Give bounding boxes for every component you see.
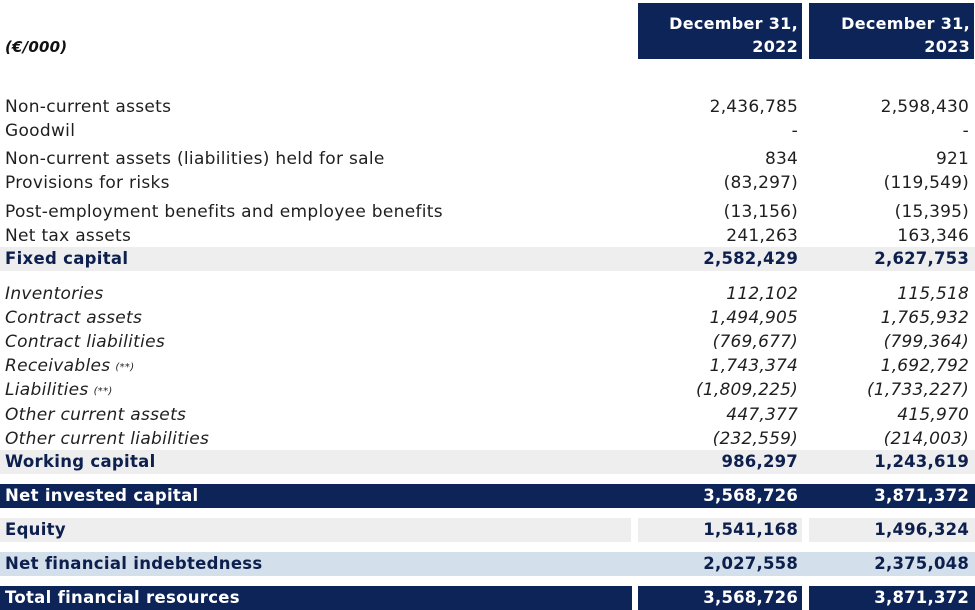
row-liabilities: Liabilities (**) (1,809,225) (1,733,227) [0, 378, 975, 402]
value-2022: 1,541,168 [703, 520, 798, 539]
row-label: Post-employment benefits and employee be… [5, 202, 443, 222]
row-label: Net tax assets [5, 226, 132, 246]
unit-label: (€/000) [5, 38, 68, 56]
row-label: Equity [5, 520, 66, 539]
row-label: Net financial indebtedness [5, 554, 263, 573]
value-2023: 1,496,324 [874, 520, 969, 539]
value-2023: 115,518 [897, 284, 969, 304]
row-total-financial-resources: Total financial resources 3,568,726 3,87… [0, 586, 975, 610]
value-2022: (232,559) [712, 429, 798, 449]
value-2023: 1,243,619 [874, 452, 969, 471]
row-label-text: Receivables [5, 356, 111, 376]
row-label: Total financial resources [5, 588, 240, 607]
row-net-tax-assets: Net tax assets 241,263 163,346 [0, 224, 975, 248]
value-2023: 3,871,372 [874, 486, 969, 505]
value-2022: 447,377 [726, 405, 798, 425]
row-label: Non-current assets (liabilities) held fo… [5, 149, 385, 169]
value-2022: 2,027,558 [703, 554, 798, 573]
value-2023: 1,692,792 [880, 356, 969, 376]
row-other-current-liabilities: Other current liabilities (232,559) (214… [0, 427, 975, 451]
row-net-invested-capital: Net invested capital 3,568,726 3,871,372 [0, 484, 975, 508]
value-2023: 2,375,048 [874, 554, 969, 573]
value-2022: (1,809,225) [696, 380, 798, 400]
row-band [0, 586, 632, 610]
row-label: Fixed capital [5, 249, 129, 268]
value-2022: 1,743,374 [709, 356, 798, 376]
row-band [809, 586, 975, 610]
value-2022: 241,263 [726, 226, 798, 246]
row-band [809, 518, 975, 542]
value-2022: 112,102 [726, 284, 798, 304]
row-band [638, 518, 802, 542]
value-2022: 2,436,785 [709, 97, 798, 117]
row-receivables: Receivables (**) 1,743,374 1,692,792 [0, 354, 975, 378]
value-2022: 1,494,905 [709, 308, 798, 328]
row-equity: Equity 1,541,168 1,496,324 [0, 518, 975, 542]
value-2023: - [962, 121, 969, 141]
row-held-for-sale: Non-current assets (liabilities) held fo… [0, 147, 975, 171]
value-2023: 1,765,932 [880, 308, 969, 328]
value-2023: 921 [935, 149, 969, 169]
row-band [0, 247, 975, 271]
value-2023: 3,871,372 [874, 588, 969, 607]
value-2022: 2,582,429 [703, 249, 798, 268]
value-2023: 2,598,430 [880, 97, 969, 117]
value-2023: 2,627,753 [874, 249, 969, 268]
value-2022: (769,677) [712, 332, 798, 352]
row-inventories: Inventories 112,102 115,518 [0, 282, 975, 306]
value-2023: (799,364) [883, 332, 969, 352]
footnote-marker: (**) [115, 362, 135, 373]
row-label: Contract liabilities [5, 332, 166, 352]
row-label: Contract assets [5, 308, 143, 328]
row-label: Other current assets [5, 405, 187, 425]
row-provisions-for-risks: Provisions for risks (83,297) (119,549) [0, 171, 975, 195]
row-label: Goodwil [5, 121, 76, 141]
value-2023: (119,549) [883, 173, 969, 193]
footnote-marker: (**) [93, 386, 113, 397]
row-non-current-assets: Non-current assets 2,436,785 2,598,430 [0, 95, 975, 119]
column-header-2023: December 31, 2023 [809, 3, 974, 59]
row-label: Other current liabilities [5, 429, 210, 449]
row-employee-benefits: Post-employment benefits and employee be… [0, 200, 975, 224]
row-band [0, 484, 975, 508]
row-label: Provisions for risks [5, 173, 170, 193]
row-working-capital: Working capital 986,297 1,243,619 [0, 450, 975, 474]
value-2023: (1,733,227) [867, 380, 969, 400]
row-other-current-assets: Other current assets 447,377 415,970 [0, 403, 975, 427]
row-label: Non-current assets [5, 97, 172, 117]
row-contract-liabilities: Contract liabilities (769,677) (799,364) [0, 330, 975, 354]
value-2022: 3,568,726 [703, 486, 798, 505]
row-label-text: Liabilities [5, 380, 89, 400]
row-contract-assets: Contract assets 1,494,905 1,765,932 [0, 306, 975, 330]
value-2022: 834 [764, 149, 798, 169]
row-goodwill: Goodwil - - [0, 119, 975, 143]
row-band [0, 552, 975, 576]
row-label: Liabilities (**) [5, 378, 113, 404]
row-net-financial-indebtedness: Net financial indebtedness 2,027,558 2,3… [0, 552, 975, 576]
value-2022: (13,156) [723, 202, 798, 222]
value-2023: 415,970 [897, 405, 969, 425]
column-header-2022: December 31, 2022 [638, 3, 802, 59]
row-label: Net invested capital [5, 486, 199, 505]
row-band [0, 518, 631, 542]
value-2023: (15,395) [894, 202, 969, 222]
value-2023: 163,346 [897, 226, 969, 246]
value-2022: (83,297) [723, 173, 798, 193]
row-fixed-capital: Fixed capital 2,582,429 2,627,753 [0, 247, 975, 271]
row-label: Working capital [5, 452, 156, 471]
value-2022: 3,568,726 [703, 588, 798, 607]
row-band [0, 450, 975, 474]
row-label: Inventories [5, 284, 104, 304]
value-2023: (214,003) [883, 429, 969, 449]
value-2022: 986,297 [721, 452, 798, 471]
value-2022: - [791, 121, 798, 141]
row-band [638, 586, 802, 610]
row-label: Receivables (**) [5, 354, 134, 380]
